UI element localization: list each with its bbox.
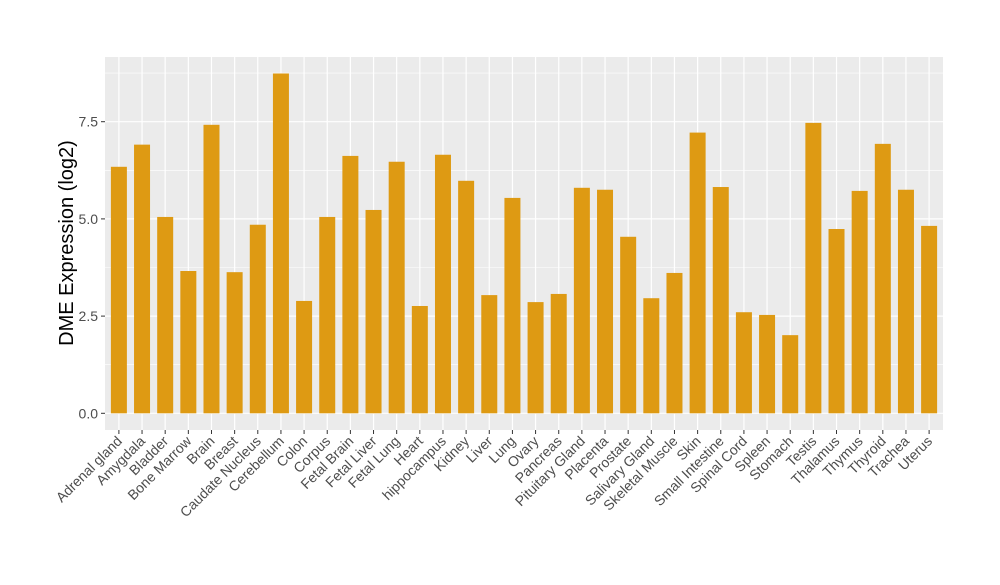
plot-panel [105,57,943,430]
bar-fetal-brain [342,155,359,414]
bar-caudate-nucleus [249,224,266,414]
bar-cerebellum [272,73,289,414]
bar-bone-marrow [180,270,197,414]
bar-thalamus [828,229,845,414]
bar-colon [296,300,313,414]
bar-heart [411,305,428,414]
bar-lung [504,197,521,414]
y-tick-label: 7.5 [79,114,99,130]
y-tick-label: 5.0 [79,211,99,227]
bar-uterus [921,225,938,414]
y-axis: 0.0 2.5 5.0 7.5 [79,114,105,421]
bars [110,73,938,414]
bar-spleen [759,314,776,414]
bar-prostate [620,236,637,414]
bar-fetal-lung [388,161,405,414]
bar-stomach [782,335,799,414]
bar-skin [689,132,706,414]
bar-fetal-liver [365,209,382,414]
bar-spinal-cord [735,312,752,414]
bar-hippocampus [434,154,451,414]
bar-testis [805,122,822,414]
bar-ovary [527,302,544,414]
bar-pituitary-gland [573,187,590,414]
bar-trachea [897,189,914,414]
bar-amygdala [134,144,151,414]
bar-pancreas [550,293,567,414]
bar-bladder [157,216,174,414]
bar-small-intestine [712,187,729,414]
bar-breast [226,272,243,414]
bar-liver [481,295,498,414]
bar-brain [203,124,220,414]
bar-thymus [851,190,868,414]
bar-adrenal-gland [110,166,127,414]
y-axis-label: DME Expression (log2) [56,140,78,346]
bar-placenta [597,189,614,414]
bar-skeletal-muscle [666,272,683,414]
bar-kidney [458,180,475,414]
bar-corpus [319,216,336,414]
y-tick-label: 2.5 [79,308,99,324]
bar-thyroid [874,143,891,414]
bar-salivary-gland [643,298,660,414]
y-tick-label: 0.0 [79,405,99,421]
